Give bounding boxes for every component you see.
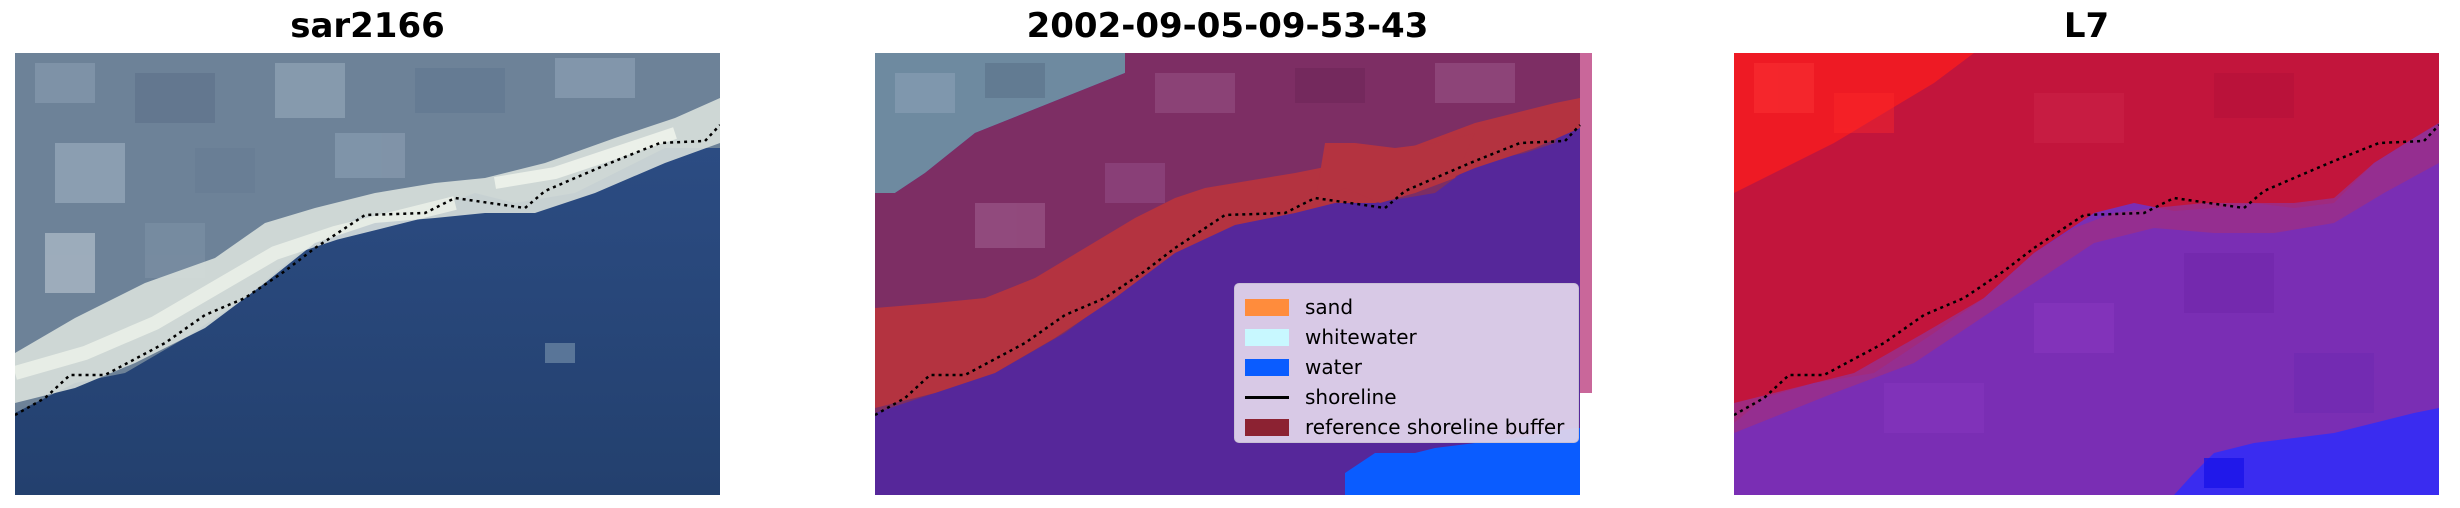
legend-swatch-whitewater <box>1245 328 1289 346</box>
satellite-image-panel <box>15 53 720 495</box>
legend-label: whitewater <box>1305 325 1417 349</box>
legend-swatch-water <box>1245 358 1289 376</box>
legend-swatch-sand <box>1245 298 1289 316</box>
legend-item-sand: sand <box>1245 292 1568 322</box>
legend-label: reference shoreline buffer <box>1305 415 1565 439</box>
panel-title-classification: 2002-09-05-09-53-43 <box>1026 6 1429 46</box>
index-map-panel <box>1734 53 2439 495</box>
satellite-rgb-image <box>15 53 720 495</box>
legend-label: sand <box>1305 295 1354 319</box>
panel-title-satellite: sar2166 <box>290 6 445 46</box>
legend-item-shoreline: shoreline <box>1245 382 1568 412</box>
legend-item-whitewater: whitewater <box>1245 322 1568 352</box>
legend-swatch-buffer <box>1245 418 1289 436</box>
index-map-image <box>1734 53 2439 495</box>
legend-label: water <box>1305 355 1362 379</box>
legend-item-buffer: reference shoreline buffer <box>1245 412 1568 442</box>
panel-title-index: L7 <box>2063 6 2110 46</box>
legend-label: shoreline <box>1305 385 1397 409</box>
legend-item-water: water <box>1245 352 1568 382</box>
legend-line-shoreline <box>1245 395 1289 399</box>
legend: sand whitewater water shoreline referenc… <box>1234 283 1579 443</box>
